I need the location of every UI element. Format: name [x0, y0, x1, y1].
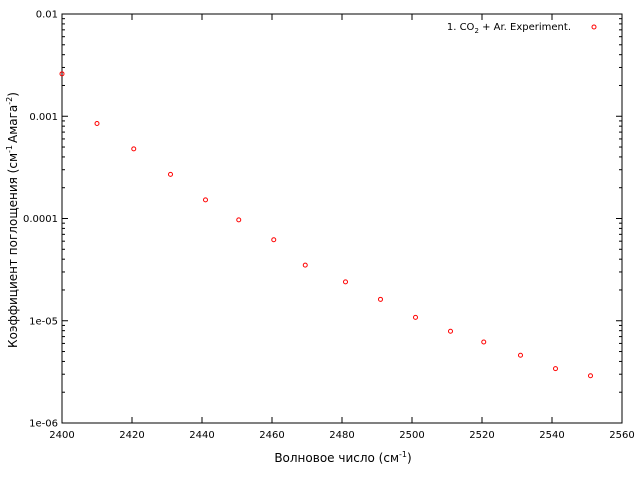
x-axis-ticks: 2400 2420 2440 2460 2480 2500 2520 2540 2560	[49, 14, 635, 441]
data-point	[131, 146, 137, 152]
x-tick-label: 2420	[119, 430, 144, 441]
x-tick-label: 2520	[469, 430, 494, 441]
data-point	[236, 217, 242, 223]
plot-frame	[61, 13, 623, 424]
x-tick-label: 2480	[329, 430, 354, 441]
x-tick-label: 2460	[259, 430, 284, 441]
data-point	[553, 366, 558, 372]
x-tick-label: 2440	[189, 430, 214, 441]
data-series-1	[59, 71, 593, 379]
y-tick-label: 0.01	[36, 10, 58, 21]
y-tick-label: 1e-06	[29, 419, 58, 430]
x-tick-label: 2400	[49, 430, 74, 441]
data-point	[481, 339, 487, 345]
data-point	[203, 197, 208, 203]
data-point	[448, 328, 453, 334]
y-tick-label: 0.001	[29, 112, 58, 123]
data-point	[518, 352, 523, 358]
x-tick-label: 2500	[399, 430, 424, 441]
data-point	[271, 237, 277, 243]
legend: 1. CO2 + Ar. Experiment.	[447, 22, 597, 35]
data-point	[378, 296, 383, 302]
y-tick-label: 1e-05	[29, 316, 58, 327]
y-tick-label: 0.0001	[23, 214, 58, 225]
data-point	[59, 71, 65, 77]
x-axis-label: Волновое число (см-1)	[274, 450, 411, 465]
data-point	[588, 373, 593, 379]
data-point	[343, 279, 348, 285]
data-point	[413, 314, 418, 320]
x-tick-label: 2560	[609, 430, 634, 441]
legend-marker	[591, 24, 597, 30]
x-tick-label: 2540	[539, 430, 564, 441]
y-axis-label: Коэффициент поглощения (см-1Амага-2)	[5, 92, 20, 348]
legend-label: 1. CO2 + Ar. Experiment.	[447, 22, 571, 35]
data-point	[168, 171, 173, 177]
data-point	[302, 262, 308, 268]
y-axis-ticks: 1e-06 1e-05 0.0001 0.001 0.01	[23, 10, 622, 430]
data-point	[94, 120, 100, 126]
